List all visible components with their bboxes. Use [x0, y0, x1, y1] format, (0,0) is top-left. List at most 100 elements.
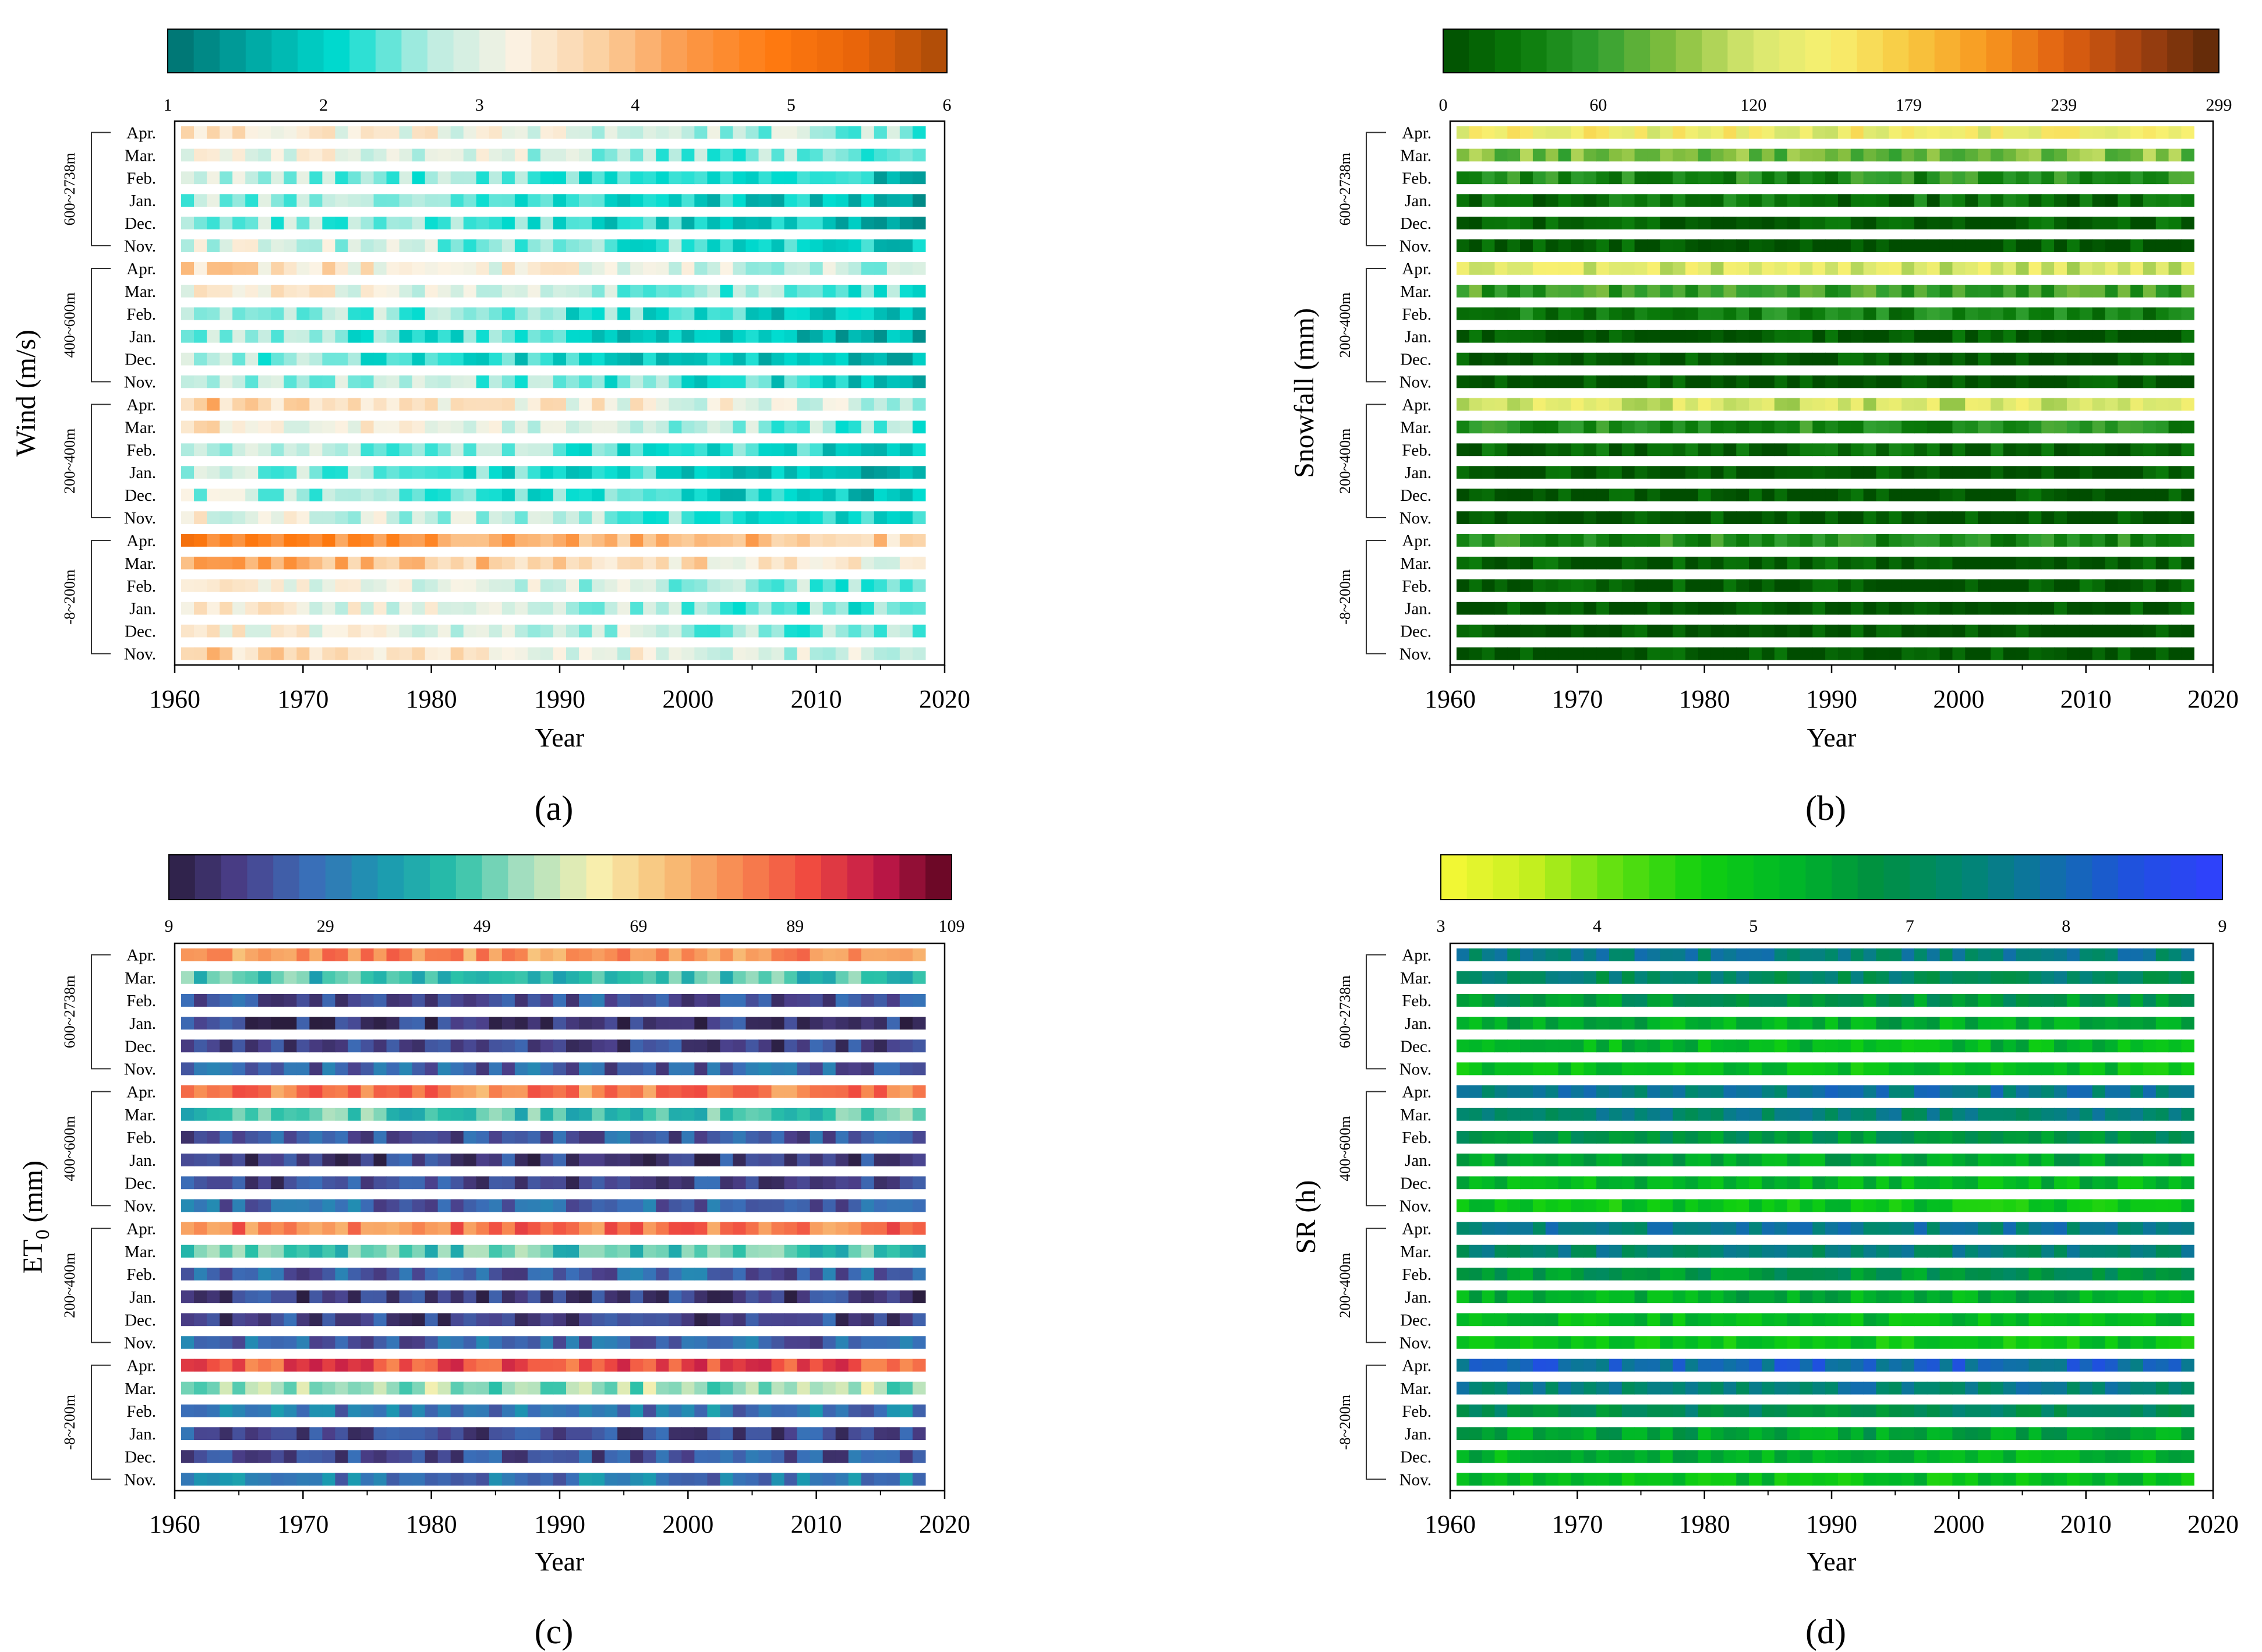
heatmap-cell — [835, 307, 849, 320]
heatmap-cell — [886, 534, 900, 547]
heatmap-cell — [1621, 1017, 1635, 1030]
heatmap-cell — [1469, 1130, 1483, 1144]
heatmap-cell — [1723, 443, 1737, 457]
heatmap-cell — [181, 420, 195, 434]
heatmap-cell — [1902, 971, 1915, 984]
heatmap-cell — [2155, 579, 2169, 592]
heatmap-cell — [1584, 352, 1597, 366]
heatmap-cell — [694, 1381, 708, 1395]
heatmap-cell — [745, 1062, 759, 1076]
heatmap-cell — [450, 602, 464, 615]
heatmap-cell — [810, 1473, 823, 1486]
month-label: Dec. — [125, 1174, 156, 1193]
heatmap-cell — [1774, 443, 1788, 457]
heatmap-cell — [733, 1062, 747, 1076]
heatmap-cell — [1736, 647, 1749, 660]
x-tick-label: 1960 — [149, 1510, 200, 1538]
heatmap-cell — [501, 948, 515, 961]
heatmap-cell — [258, 511, 271, 524]
heatmap-cell — [745, 624, 759, 638]
heatmap-cell — [2130, 624, 2144, 638]
heatmap-cell — [1990, 443, 2004, 457]
heatmap-cell — [912, 1267, 926, 1280]
heatmap-cell — [861, 1359, 875, 1372]
heatmap-cell — [605, 1176, 618, 1190]
heatmap-cell — [2168, 398, 2182, 411]
heatmap-cell — [220, 1381, 233, 1395]
heatmap-cell — [669, 1427, 682, 1441]
heatmap-cell — [733, 148, 747, 162]
heatmap-cell — [797, 171, 811, 185]
heatmap-cell — [284, 1062, 297, 1076]
heatmap-cell — [874, 171, 888, 185]
heatmap-cell — [630, 194, 644, 207]
heatmap-cell — [630, 420, 644, 434]
heatmap-cell — [797, 1062, 811, 1076]
x-tick-label: 1990 — [534, 685, 585, 713]
colorbar-segment — [2066, 855, 2093, 900]
heatmap-cell — [540, 1062, 554, 1076]
heatmap-cell — [1507, 352, 1521, 366]
heatmap-cell — [1812, 993, 1826, 1007]
heatmap-cell — [592, 1017, 605, 1030]
heatmap-cell — [2054, 443, 2067, 457]
heatmap-cell — [617, 624, 631, 638]
heatmap-cell — [181, 398, 195, 411]
heatmap-cell — [1545, 1108, 1559, 1121]
heatmap-cell — [605, 1290, 618, 1304]
heatmap-cell — [810, 1381, 823, 1395]
heatmap-cell — [245, 375, 259, 388]
heatmap-cell — [656, 1336, 669, 1349]
heatmap-cell — [489, 398, 503, 411]
heatmap-cell — [425, 1290, 439, 1304]
heatmap-cell — [245, 1062, 259, 1076]
heatmap-cell — [1469, 1085, 1483, 1098]
heatmap-cell — [707, 420, 721, 434]
colorbar-segment — [1572, 29, 1599, 73]
heatmap-cell — [2016, 579, 2030, 592]
heatmap-cell — [2016, 420, 2030, 434]
heatmap-cell — [2003, 534, 2017, 547]
colorbar-segment — [1934, 29, 1961, 73]
heatmap-cell — [771, 1244, 785, 1258]
heatmap-cell — [335, 1199, 349, 1212]
heatmap-cell — [450, 217, 464, 230]
heatmap-cell — [874, 284, 888, 298]
heatmap-cell — [2155, 398, 2169, 411]
heatmap-cell — [476, 375, 490, 388]
heatmap-cell — [1825, 330, 1839, 343]
heatmap-cell — [707, 948, 721, 961]
month-label: Feb. — [126, 169, 156, 188]
heatmap-cell — [694, 375, 708, 388]
heatmap-cell — [720, 466, 734, 479]
heatmap-cell — [1596, 971, 1610, 984]
heatmap-cell — [425, 352, 439, 366]
heatmap-cell — [822, 171, 836, 185]
heatmap-cell — [874, 239, 888, 252]
heatmap-cell — [348, 489, 362, 502]
heatmap-cell — [1507, 647, 1521, 660]
heatmap-cell — [1837, 420, 1851, 434]
heatmap-cell — [1927, 624, 1941, 638]
heatmap-cell — [309, 1085, 323, 1098]
heatmap-cell — [1532, 217, 1546, 230]
heatmap-cell — [1520, 602, 1533, 615]
heatmap-cell — [656, 1062, 669, 1076]
heatmap-cell — [1889, 1062, 1902, 1076]
heatmap-cell — [527, 375, 541, 388]
heatmap-cell — [1609, 194, 1623, 207]
heatmap-cell — [232, 579, 246, 592]
heatmap-cell — [373, 1381, 387, 1395]
heatmap-cell — [2092, 171, 2106, 185]
heatmap-cell — [1863, 489, 1877, 502]
heatmap-cell — [386, 217, 400, 230]
heatmap-cell — [681, 1404, 695, 1417]
heatmap-cell — [1889, 647, 1902, 660]
heatmap-cell — [1800, 398, 1813, 411]
heatmap-cell — [899, 148, 913, 162]
heatmap-cell — [771, 1176, 785, 1190]
heatmap-cell — [437, 284, 451, 298]
heatmap-cell — [669, 971, 682, 984]
heatmap-cell — [1558, 420, 1572, 434]
heatmap-cell — [220, 1085, 233, 1098]
